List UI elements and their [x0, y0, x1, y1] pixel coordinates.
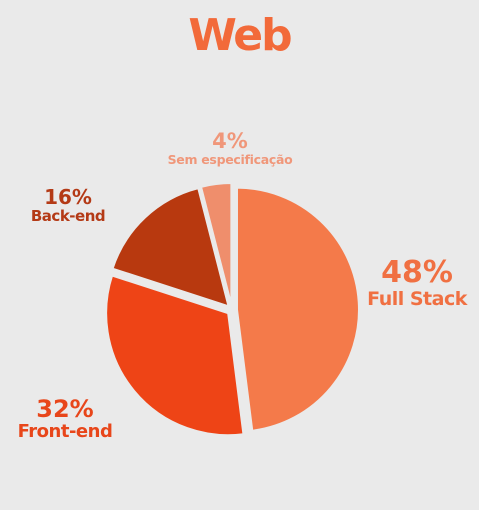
category-label-sem-especificacao: Sem especificação	[167, 152, 293, 168]
slice-full-stack	[235, 186, 360, 432]
category-label-full-stack: Full Stack	[367, 288, 467, 310]
slice-front-end	[105, 274, 245, 437]
value-label-back-end: 16%	[44, 185, 92, 209]
value-label-sem-especificacao: 4%	[212, 129, 248, 153]
value-label-full-stack: 48%	[381, 255, 453, 290]
slice-sem-especificacao	[199, 182, 233, 306]
label-full-stack: 48% Full Stack	[362, 256, 472, 310]
value-label-front-end: 32%	[36, 395, 94, 423]
category-label-back-end: Back-end	[30, 207, 106, 225]
label-back-end: 16% Back-end	[22, 186, 114, 225]
category-label-front-end: Front-end	[17, 421, 113, 443]
slice-back-end	[111, 186, 230, 308]
label-front-end: 32% Front-end	[10, 396, 120, 442]
label-sem-especificacao: 4% Sem especificação	[150, 129, 310, 168]
chart-title: Web	[188, 10, 292, 61]
